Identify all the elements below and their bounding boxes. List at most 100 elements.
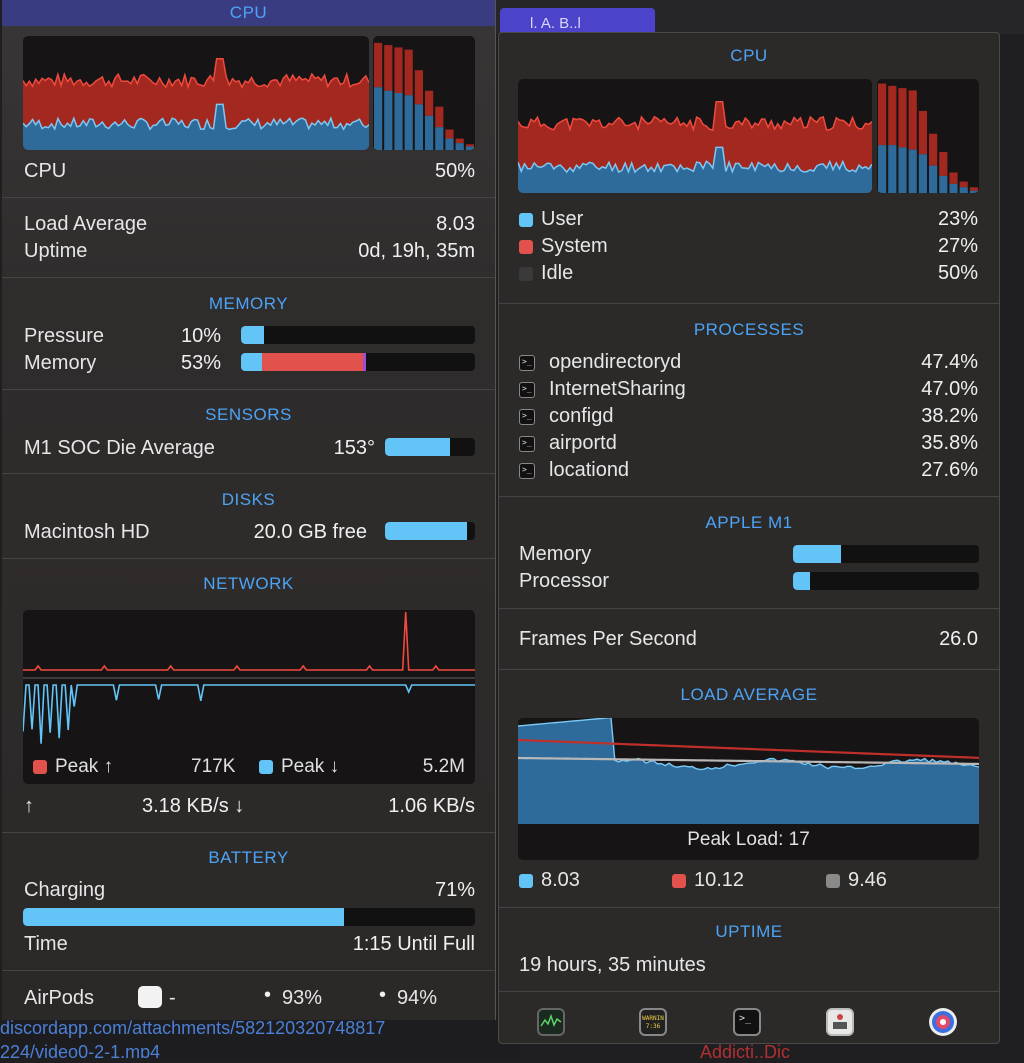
process-terminal-icon: >_ xyxy=(519,355,535,371)
user-line xyxy=(23,103,369,131)
apple-m1-section-title: APPLE M1 xyxy=(705,513,793,532)
battery-bar-fill xyxy=(23,908,344,926)
pressure-label: Pressure xyxy=(24,325,105,347)
cpu-bar-user xyxy=(949,183,958,193)
cpu-bar-user xyxy=(425,115,434,150)
user-swatch xyxy=(519,212,533,227)
disk-utility-icon[interactable] xyxy=(826,1008,854,1036)
m1-memory-bar-fill xyxy=(793,545,842,563)
cpu-bar-system xyxy=(959,181,968,188)
memory-section-title: MEMORY xyxy=(208,294,289,313)
cpu-bar-user xyxy=(455,143,464,150)
process-name: InternetSharing xyxy=(549,378,686,400)
airpod-left-icon: • xyxy=(264,984,272,1006)
process-cpu-value: 47.4% xyxy=(921,351,978,373)
background-link-line2: 224/video0-2-1.mp4 xyxy=(0,1042,161,1058)
download-line xyxy=(23,684,475,744)
cpu-label: CPU xyxy=(24,160,67,182)
user-legend: User xyxy=(519,208,583,231)
cpu-bar-history xyxy=(373,36,475,150)
memory-segment xyxy=(362,353,367,371)
process-name: configd xyxy=(549,405,614,427)
cpu-bar-system xyxy=(918,110,927,155)
right-cpu-bar-history xyxy=(877,79,979,193)
sensor-bar-fill xyxy=(385,438,450,456)
upload-arrow-icon: ↑ xyxy=(24,795,34,817)
processes-section-title: PROCESSES xyxy=(693,320,805,339)
sensor-bar xyxy=(385,438,475,456)
download-arrow-icon: ↓ xyxy=(234,795,245,817)
cpu-bar-user xyxy=(414,104,423,150)
uptime-value: 0d, 19h, 35m xyxy=(358,240,475,262)
terminal-icon[interactable]: >_ xyxy=(733,1008,761,1036)
disk-label: Macintosh HD xyxy=(24,521,150,543)
process-name: opendirectoryd xyxy=(549,351,682,373)
activity-monitor-icon[interactable] xyxy=(537,1008,565,1036)
load-15min-line xyxy=(518,756,979,766)
fps-value: 26.0 xyxy=(939,628,978,650)
cpu-bar-system xyxy=(908,90,917,150)
process-name: locationd xyxy=(549,459,630,481)
cpu-section-title: CPU xyxy=(229,3,268,22)
system-line xyxy=(518,101,872,133)
time-value: 1:15 Until Full xyxy=(352,933,475,955)
load-average-chart xyxy=(518,718,979,824)
process-terminal-icon: >_ xyxy=(519,382,535,398)
istat-icon[interactable] xyxy=(929,1008,957,1036)
user-area xyxy=(518,147,872,193)
airpod-right-icon: • xyxy=(379,984,387,1006)
cpu-bar-system xyxy=(404,49,413,96)
memory-segment xyxy=(262,353,363,371)
system-legend: System xyxy=(519,235,608,258)
cpu-bar-user xyxy=(888,145,897,193)
cpu-bar-system xyxy=(969,187,978,191)
cpu-bar-system xyxy=(465,144,474,147)
cpu-bar-system xyxy=(425,90,434,116)
idle-legend: Idle xyxy=(519,262,573,285)
right-cpu-section-title: CPU xyxy=(730,46,768,65)
upload-rate: 3.18 KB/s ↓ xyxy=(142,795,245,817)
process-name: airportd xyxy=(549,432,617,454)
cpu-bar-system xyxy=(949,172,958,184)
background-link[interactable]: discordapp.com/attachments/5821203207488… xyxy=(0,1017,520,1058)
network-section-title: NETWORK xyxy=(203,574,294,593)
console-icon[interactable]: WARNIN 7:36 xyxy=(639,1008,667,1036)
background-tab-label: l. A. B..l xyxy=(530,15,581,32)
background-bottom-right-text: Addicti..Dic xyxy=(700,1042,791,1062)
console-icon-text: WARNIN 7:36 xyxy=(642,1015,664,1030)
airpods-case-icon xyxy=(138,986,162,1008)
cpu-bar-user xyxy=(404,95,413,150)
battery-section-title: BATTERY xyxy=(208,848,289,867)
cpu-bar-system xyxy=(394,47,403,93)
load-legend-item: 8.03 xyxy=(519,869,580,892)
time-label: Time xyxy=(24,933,68,955)
peak-down-swatch xyxy=(259,759,273,774)
m1-processor-bar-fill xyxy=(793,572,810,590)
cpu-bar-user xyxy=(929,165,938,193)
sensors-section-title: SENSORS xyxy=(205,405,292,424)
cpu-bar-system xyxy=(929,133,938,166)
cpu-bar-user xyxy=(908,149,917,193)
load-average-graph: Peak Load: 17 xyxy=(518,718,979,860)
cpu-bar-system xyxy=(435,106,444,128)
m1-memory-bar xyxy=(793,545,979,563)
load-legend-swatch xyxy=(826,873,840,888)
m1-processor-bar xyxy=(793,572,979,590)
airpods-case-value: - xyxy=(169,987,176,1009)
cpu-bar-system xyxy=(888,85,897,146)
cpu-area-chart xyxy=(23,58,369,150)
background-link-line1: discordapp.com/attachments/5821203207488… xyxy=(0,1018,386,1038)
cpu-bar-user xyxy=(465,146,474,150)
network-graph: Peak ↑ 717K Peak ↓ 5.2M xyxy=(23,610,475,784)
peak-down-value: 5.2M xyxy=(422,756,465,777)
load-1min-area xyxy=(518,718,979,824)
process-cpu-value: 38.2% xyxy=(921,405,978,427)
load-legend-swatch xyxy=(519,873,533,888)
disks-section-title: DISKS xyxy=(221,490,276,509)
user-line xyxy=(518,146,872,174)
charging-value: 71% xyxy=(434,879,475,901)
m1-processor-label: Processor xyxy=(519,570,610,592)
user-area xyxy=(23,104,369,150)
load-legend-item: 10.12 xyxy=(672,869,744,892)
peak-load-label: Peak Load: 17 xyxy=(687,829,810,850)
